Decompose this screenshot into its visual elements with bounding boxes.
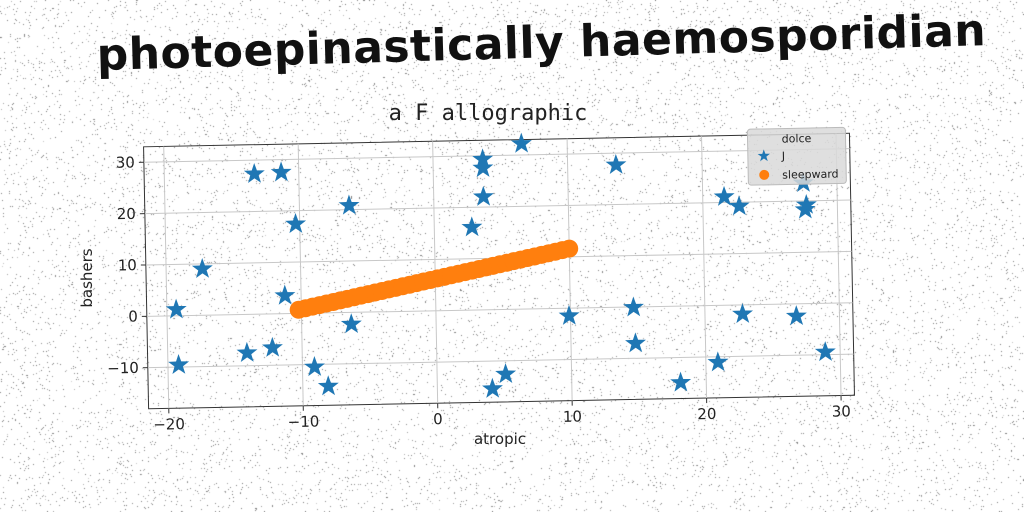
j-point [605,153,627,175]
y-gridline [143,148,850,163]
legend: dolce J sleepward [746,126,847,186]
j-point [728,195,750,216]
sleepward-series [289,239,579,319]
j-point [165,298,187,319]
chart-title: a F allographic [389,101,588,126]
y-gridline [144,199,851,215]
j-point [338,194,360,215]
j-point [168,354,190,375]
x-gridline [701,136,708,399]
j-point [472,157,494,178]
j-point [510,132,532,153]
legend-entry-j: J [781,150,785,163]
x-tick-label: −10 [288,412,320,431]
legend-entry-sleepward: sleepward [782,167,839,181]
y-tick-label: 10 [118,256,137,274]
y-tick-label: −10 [107,359,139,378]
j-point [274,284,296,305]
x-tick-label: 20 [697,405,716,423]
j-point [482,377,503,398]
j-point [670,371,692,392]
x-gridline [566,138,573,401]
j-point [317,375,339,396]
x-tick-label: 30 [832,402,851,420]
j-point [261,336,283,357]
x-tick-label: −20 [153,415,185,434]
j-point [472,185,494,206]
j-point [243,162,265,184]
x-axis-label: atropic [474,430,526,448]
plot-area [143,132,855,410]
j-point [707,351,729,372]
j-point [461,216,483,237]
y-tick-label: 20 [117,205,136,223]
j-point [304,356,325,377]
legend-title: dolce [782,132,812,146]
j-point [270,161,292,182]
x-gridline [163,146,170,409]
sleepward-point [560,239,579,258]
y-tick-label: 30 [116,153,135,171]
j-point [340,313,362,334]
x-tick-label: 0 [433,410,443,428]
x-ticks: −20 −10 0 10 20 30 [153,395,851,434]
legend-circle-marker [759,169,770,180]
y-ticks: −10 0 10 20 30 [107,153,148,378]
j-point [795,193,817,215]
x-tick-label: 10 [563,407,582,425]
y-axis-label: bashers [78,248,96,307]
legend-star-marker [757,149,770,162]
j-point [236,341,258,362]
y-gridline [147,353,854,369]
j-point [191,258,213,279]
y-gridline [146,302,853,317]
j-point [495,363,517,384]
j-point [732,303,754,324]
y-tick-label: 0 [128,307,138,325]
j-point [713,185,735,206]
j-point [785,305,807,326]
x-gridline [297,143,304,406]
legend-box [746,126,847,186]
j-point [814,341,836,362]
j-point [558,304,580,325]
j-point [625,332,646,353]
j-point [623,296,644,317]
j-point [285,213,307,234]
